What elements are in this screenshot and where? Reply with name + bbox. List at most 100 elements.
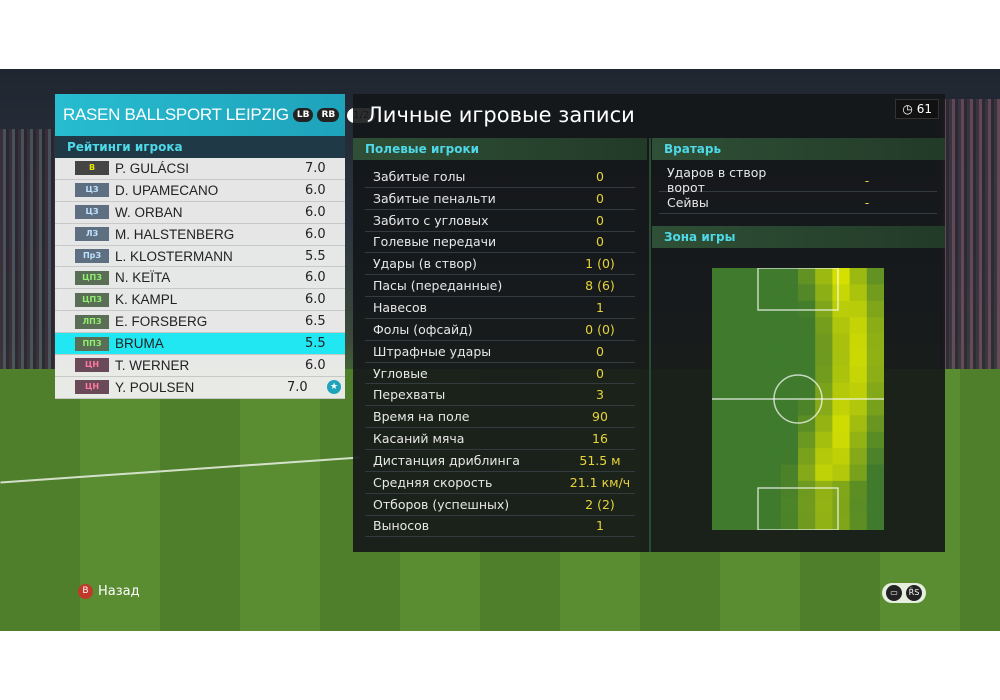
heat-cell — [780, 300, 799, 318]
player-rating: 5.5 — [305, 248, 326, 264]
player-row[interactable]: ЦЗ D. UPAMECANO 6.0 — [55, 179, 345, 202]
stat-row: Фолы (офсайд) 0 (0) — [365, 319, 635, 341]
player-position: ЦЗ — [75, 183, 109, 198]
heat-cell — [866, 497, 884, 515]
heat-cell — [729, 513, 747, 530]
player-row[interactable]: ЦПЗ K. KAMPL 6.0 — [55, 289, 345, 312]
player-row[interactable]: ЦН Y. POULSEN 7.0 ★ — [55, 376, 345, 399]
player-row[interactable]: ЛПЗ E. FORSBERG 6.5 — [55, 311, 345, 334]
heat-cell — [780, 284, 799, 302]
player-row[interactable]: ЛЗ M. HALSTENBERG 6.0 — [55, 223, 345, 246]
heat-cell — [798, 497, 816, 515]
chat-icon[interactable]: ▭ — [886, 585, 902, 601]
player-name: E. FORSBERG — [115, 314, 208, 330]
heat-cell — [746, 333, 765, 351]
heat-cell — [815, 300, 833, 318]
heat-cell — [866, 382, 884, 400]
gk-stat-value: - — [864, 172, 870, 188]
player-row[interactable]: ЦЗ W. ORBAN 6.0 — [55, 201, 345, 224]
heat-cell — [849, 268, 868, 285]
ratings-header: Рейтинги игрока — [55, 136, 345, 158]
stat-value: 0 — [596, 365, 604, 381]
stat-label: Касаний мяча — [373, 431, 465, 447]
heat-cell — [763, 284, 782, 302]
heat-cell — [712, 480, 730, 498]
back-button[interactable]: B Назад — [78, 584, 140, 599]
heat-cell — [815, 284, 833, 302]
gk-stat-label: Ударов в створ ворот — [667, 165, 767, 196]
heat-cell — [798, 448, 816, 465]
heat-cell — [798, 382, 816, 400]
heat-cell — [849, 300, 868, 318]
heat-cell — [815, 431, 833, 449]
player-name: Y. POULSEN — [115, 379, 195, 395]
player-rating: 7.0 — [287, 379, 308, 395]
heat-cell — [798, 431, 816, 449]
records-title: Личные игровые записи — [367, 103, 635, 127]
heat-cell — [746, 366, 765, 384]
heat-cell — [798, 284, 816, 302]
player-list: В P. GULÁCSI 7.0 ЦЗ D. UPAMECANO 6.0 ЦЗ W. ORBA… — [55, 158, 345, 399]
heat-cell — [712, 333, 730, 351]
player-rating: 7.0 — [305, 160, 326, 176]
heat-cell — [849, 497, 868, 515]
star-icon: ★ — [327, 380, 341, 395]
heat-cell — [712, 497, 730, 515]
heat-cell — [849, 431, 868, 449]
stat-label: Удары (в створ) — [373, 256, 477, 272]
heat-cell — [729, 333, 747, 351]
heat-cell — [729, 317, 747, 334]
heat-cell — [763, 480, 782, 498]
heat-cell — [832, 317, 851, 334]
heat-cell — [712, 464, 730, 482]
heat-cell — [729, 399, 747, 416]
heat-cell — [780, 431, 799, 449]
player-row[interactable]: ЦН T. WERNER 6.0 — [55, 355, 345, 377]
stat-label: Время на поле — [373, 409, 470, 425]
heat-cell — [849, 317, 868, 334]
heat-cell — [798, 464, 816, 482]
pitch-marking — [757, 487, 839, 530]
player-rating: 6.0 — [305, 357, 326, 373]
heat-cell — [763, 300, 782, 318]
heat-cell — [832, 284, 851, 302]
heat-cell — [798, 480, 816, 498]
lb-button[interactable]: LB — [292, 108, 314, 122]
player-name: L. KLOSTERMANN — [115, 248, 233, 264]
heat-cell — [815, 415, 833, 433]
rs-button-icon[interactable]: R̈S — [906, 585, 922, 601]
heat-cell — [763, 464, 782, 482]
player-rating: 6.0 — [305, 226, 326, 242]
stat-row: Забитые голы 0 — [365, 166, 635, 188]
heat-cell — [815, 448, 833, 465]
heat-cell — [815, 513, 833, 530]
heat-cell — [780, 480, 799, 498]
heat-cell — [712, 300, 730, 318]
team-header: RASEN BALLSPORT LEIPZIG LB RB 1/2 — [55, 94, 376, 136]
gk-stat-row: Сейвы - — [659, 192, 937, 214]
heat-cell — [746, 464, 765, 482]
heat-cell — [849, 480, 868, 498]
rb-button[interactable]: RB — [317, 108, 340, 122]
player-name: P. GULÁCSI — [115, 160, 190, 176]
heat-cell — [746, 284, 765, 302]
section-divider — [649, 138, 651, 552]
stat-label: Голевые передачи — [373, 234, 497, 250]
player-row[interactable]: ЦПЗ N. KEÏTA 6.0 — [55, 267, 345, 290]
heat-cell — [832, 513, 851, 530]
player-row[interactable]: ПрЗ L. KLOSTERMANN 5.5 — [55, 245, 345, 268]
heat-cell — [849, 349, 868, 367]
stat-label: Штрафные удары — [373, 343, 492, 359]
heat-cell — [798, 300, 816, 318]
stat-row: Перехваты 3 — [365, 384, 635, 407]
heat-cell — [832, 333, 851, 351]
heat-cell — [712, 349, 730, 367]
heat-cell — [746, 382, 765, 400]
heat-cell — [729, 349, 747, 367]
heat-cell — [866, 333, 884, 351]
heat-cell — [746, 300, 765, 318]
player-row[interactable]: В P. GULÁCSI 7.0 — [55, 158, 345, 180]
stat-label: Угловые — [373, 365, 428, 381]
player-rating: 6.0 — [305, 270, 326, 286]
player-row[interactable]: ППЗ BRUMA 5.5 — [55, 333, 345, 356]
